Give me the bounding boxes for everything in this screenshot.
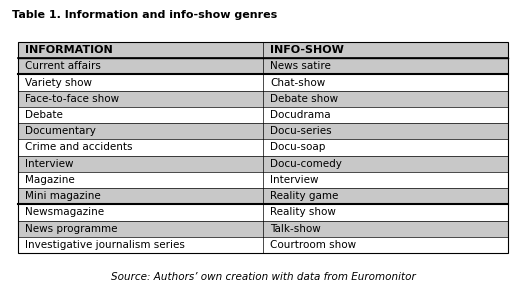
Bar xyxy=(18,172,263,188)
Bar xyxy=(263,188,508,204)
Bar xyxy=(263,139,508,155)
Text: Reality game: Reality game xyxy=(270,191,338,201)
Text: Documentary: Documentary xyxy=(25,126,96,136)
Text: Reality show: Reality show xyxy=(270,208,336,217)
Text: Courtroom show: Courtroom show xyxy=(270,240,356,250)
Text: Docu-soap: Docu-soap xyxy=(270,143,325,152)
Bar xyxy=(18,155,263,172)
Bar xyxy=(263,42,508,58)
Bar xyxy=(263,172,508,188)
Text: Docu-series: Docu-series xyxy=(270,126,331,136)
Bar xyxy=(263,58,508,74)
Text: Talk-show: Talk-show xyxy=(270,224,321,234)
Bar xyxy=(18,237,263,253)
Bar xyxy=(18,42,508,253)
Text: News satire: News satire xyxy=(270,61,331,71)
Text: Investigative journalism series: Investigative journalism series xyxy=(25,240,185,250)
Text: Interview: Interview xyxy=(270,175,318,185)
Text: Variety show: Variety show xyxy=(25,77,92,88)
Bar xyxy=(263,155,508,172)
Text: Docu-comedy: Docu-comedy xyxy=(270,159,342,169)
Text: Debate: Debate xyxy=(25,110,63,120)
Bar xyxy=(18,204,263,221)
Bar xyxy=(263,237,508,253)
Bar xyxy=(18,221,263,237)
Text: Magazine: Magazine xyxy=(25,175,75,185)
Bar xyxy=(18,91,263,107)
Bar xyxy=(263,204,508,221)
Bar xyxy=(263,123,508,139)
Bar xyxy=(18,188,263,204)
Text: Docudrama: Docudrama xyxy=(270,110,330,120)
Text: Crime and accidents: Crime and accidents xyxy=(25,143,132,152)
Text: INFO-SHOW: INFO-SHOW xyxy=(270,45,344,55)
Bar xyxy=(18,42,263,58)
Bar xyxy=(263,91,508,107)
Text: Debate show: Debate show xyxy=(270,94,338,104)
Bar xyxy=(263,221,508,237)
Text: Interview: Interview xyxy=(25,159,73,169)
Bar xyxy=(18,123,263,139)
Text: Current affairs: Current affairs xyxy=(25,61,101,71)
Text: Face-to-face show: Face-to-face show xyxy=(25,94,119,104)
Bar xyxy=(18,58,263,74)
Bar xyxy=(263,107,508,123)
Bar xyxy=(263,74,508,91)
Text: INFORMATION: INFORMATION xyxy=(25,45,113,55)
Bar xyxy=(18,107,263,123)
Text: News programme: News programme xyxy=(25,224,118,234)
Text: Chat-show: Chat-show xyxy=(270,77,325,88)
Text: Newsmagazine: Newsmagazine xyxy=(25,208,104,217)
Bar xyxy=(18,74,263,91)
Text: Source: Authors’ own creation with data from Euromonitor: Source: Authors’ own creation with data … xyxy=(111,272,416,282)
Bar xyxy=(18,139,263,155)
Text: Table 1. Information and info-show genres: Table 1. Information and info-show genre… xyxy=(12,10,277,20)
Text: Mini magazine: Mini magazine xyxy=(25,191,101,201)
